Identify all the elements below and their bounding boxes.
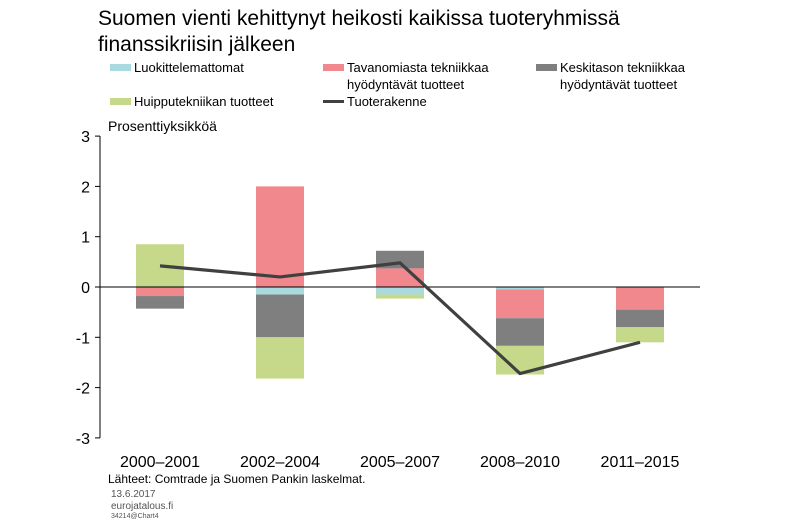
legend-text: hyödyntävät tuotteet: [347, 77, 465, 92]
y-tick-label: -3: [76, 431, 90, 448]
legend-text: Keskitason tekniikkaa: [560, 60, 686, 75]
x-tick-label: 2011–2015: [601, 454, 680, 471]
bar-segment-4-2: [256, 337, 304, 379]
legend-text: Tavanomiasta tekniikkaa: [347, 60, 489, 75]
source-note: Lähteet: Comtrade ja Suomen Pankin laske…: [108, 472, 366, 486]
y-tick-label: 0: [81, 280, 90, 297]
legend-text: Huipputekniikan tuotteet: [134, 94, 274, 109]
y-tick-label: 1: [81, 230, 90, 247]
x-tick-label: 2005–2007: [360, 454, 440, 471]
y-tick-label: -2: [76, 381, 90, 398]
legend-swatch-luokittelemattomat: [110, 64, 131, 71]
bar-segment-3-1: [136, 296, 184, 309]
bar-segment-2-5: [616, 287, 664, 310]
x-tick-label: 2000–2001: [120, 454, 200, 471]
bar-segment-3-4: [496, 318, 544, 346]
bar-segment-4-3: [376, 294, 424, 299]
chart-title-line-1: Suomen vienti kehittynyt heikosti kaikis…: [98, 7, 620, 30]
bar-segment-4-1: [136, 244, 184, 287]
bar-segment-1-2: [256, 287, 304, 295]
legend-swatch-huipputekniikan: [110, 98, 131, 105]
bar-segment-2-1: [136, 287, 184, 297]
chart-title-line-2: finanssikriisin jälkeen: [98, 33, 296, 56]
legend-text: Tuoterakenne: [347, 94, 427, 109]
legend-label-huipputekniikan: Huipputekniikan tuotteet: [134, 93, 273, 110]
legend-label-tavanomiasta: Tavanomiasta tekniikkaa hyödyntävät tuot…: [347, 59, 489, 93]
bar-segment-1-4: [496, 287, 544, 290]
legend-label-luokittelemattomat: Luokittelemattomat: [134, 59, 244, 76]
x-tick-label: 2008–2010: [480, 454, 560, 471]
chart-title: Suomen vienti kehittynyt heikosti kaikis…: [98, 6, 698, 58]
legend-swatch-tuoterakenne: [323, 100, 344, 103]
chart-code: 34214@Chart4: [111, 513, 159, 520]
legend-swatch-keskitason: [536, 64, 557, 71]
bar-segment-2-2: [256, 186, 304, 287]
x-tick-label: 2002–2004: [240, 454, 320, 471]
y-axis-label: Prosenttiyksikköä: [108, 118, 217, 134]
bar-segment-4-5: [616, 327, 664, 343]
bar-segment-3-5: [616, 309, 664, 328]
legend-swatch-tavanomiasta: [323, 64, 344, 71]
legend-label-tuoterakenne: Tuoterakenne: [347, 93, 427, 110]
bar-segment-2-4: [496, 289, 544, 319]
site-stamp: eurojatalous.fi: [111, 501, 174, 512]
legend-label-keskitason: Keskitason tekniikkaa hyödyntävät tuotte…: [560, 59, 685, 93]
legend-text: Luokittelemattomat: [134, 60, 244, 75]
y-tick-label: 2: [81, 179, 90, 196]
bar-segment-3-2: [256, 294, 304, 338]
bar-segment-1-3: [376, 287, 424, 295]
line-tuoterakenne: [159, 261, 641, 376]
date-stamp: 13.6.2017: [111, 489, 156, 500]
legend-text: hyödyntävät tuotteet: [560, 77, 678, 92]
y-tick-label: -1: [76, 330, 90, 347]
y-tick-label: 3: [81, 129, 90, 146]
